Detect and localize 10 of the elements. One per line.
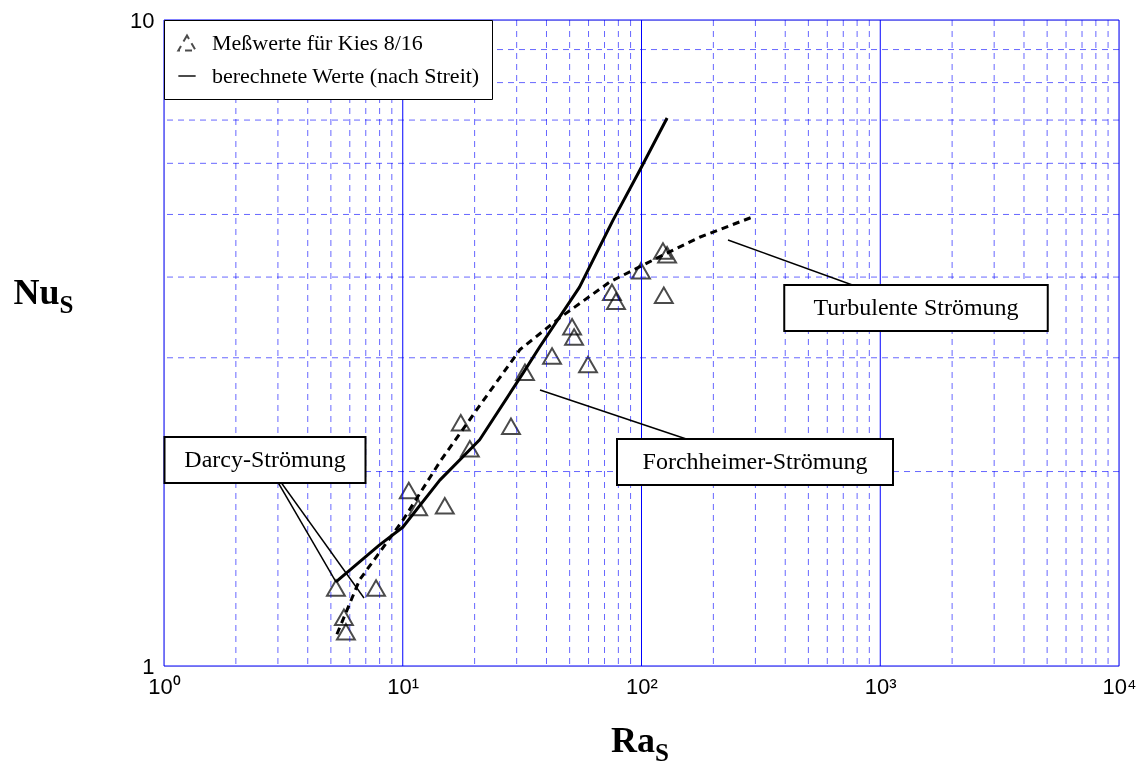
x-tick-label: 10² bbox=[626, 673, 658, 699]
legend-label: Meßwerte für Kies 8/16 bbox=[212, 30, 423, 55]
legend-label: berechnete Werte (nach Streit) bbox=[212, 63, 480, 88]
annotation: Turbulente Strömung bbox=[813, 294, 1019, 320]
annotation: Forchheimer-Strömung bbox=[642, 448, 868, 474]
annotation: Darcy-Strömung bbox=[184, 446, 346, 472]
x-tick-label: 10⁴ bbox=[1102, 673, 1137, 699]
x-tick-label: 10³ bbox=[864, 673, 897, 699]
y-tick-label: 10 bbox=[130, 7, 155, 33]
x-tick-label: 10¹ bbox=[387, 673, 420, 699]
